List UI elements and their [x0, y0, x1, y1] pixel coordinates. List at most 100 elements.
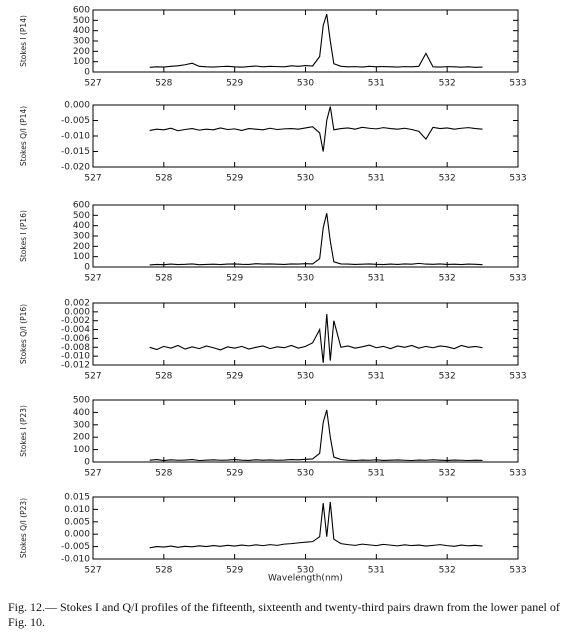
- data-line: [149, 409, 483, 462]
- x-tick-label: 530: [297, 174, 314, 184]
- x-tick-label: 527: [84, 469, 101, 479]
- plot-frame: [92, 399, 519, 463]
- x-tick-label: 528: [155, 79, 172, 89]
- y-tick-label: -0.005: [61, 116, 90, 126]
- y-axis-title: Stokes I (P16): [19, 210, 28, 262]
- plot-frame: [92, 302, 519, 366]
- y-tick-label: 0: [84, 458, 90, 468]
- data-line: [149, 213, 483, 266]
- x-tick-label: 530: [297, 566, 314, 576]
- y-tick-label: 0: [84, 263, 90, 273]
- y-tick-label: 300: [73, 420, 90, 430]
- x-tick-label: 530: [297, 372, 314, 382]
- data-line: [149, 106, 483, 152]
- y-tick-label: -0.008: [61, 343, 90, 353]
- plot-frame: [92, 496, 519, 560]
- y-tick-label: 200: [73, 242, 90, 252]
- y-tick-label: 200: [73, 47, 90, 57]
- y-tick-label: -0.005: [61, 542, 90, 552]
- x-tick-label: 532: [439, 174, 456, 184]
- x-tick-label: 527: [84, 174, 101, 184]
- x-tick-label: 529: [226, 274, 243, 284]
- y-tick-label: 500: [73, 396, 90, 406]
- y-tick-label: 0.010: [64, 505, 90, 515]
- y-tick-label: 500: [73, 211, 90, 221]
- y-tick-label: 0.000: [64, 530, 90, 540]
- y-tick-label: 600: [73, 6, 90, 16]
- y-tick-label: -0.015: [61, 147, 90, 157]
- y-tick-label: -0.012: [61, 361, 90, 371]
- y-tick-label: 0: [84, 68, 90, 78]
- x-tick-label: 533: [509, 566, 526, 576]
- y-tick-label: -0.010: [61, 555, 90, 565]
- x-tick-label: 532: [439, 372, 456, 382]
- y-tick-label: 0.000: [64, 101, 90, 111]
- y-tick-label: -0.010: [61, 352, 90, 362]
- y-tick-label: 300: [73, 232, 90, 242]
- y-tick-label: 100: [73, 445, 90, 455]
- y-axis-title: Stokes I (P14): [19, 15, 28, 67]
- y-tick-label: -0.020: [61, 163, 90, 173]
- plot-frame: [92, 104, 519, 168]
- x-tick-label: 529: [226, 469, 243, 479]
- x-tick-label: 529: [226, 566, 243, 576]
- x-tick-label: 530: [297, 469, 314, 479]
- x-tick-label: 531: [368, 274, 385, 284]
- y-tick-label: 0.000: [64, 307, 90, 317]
- y-axis-title: Stokes I (P23): [19, 405, 28, 457]
- y-tick-label: -0.006: [61, 334, 90, 344]
- y-axis-title: Stokes Q/I (P23): [19, 498, 28, 558]
- x-tick-label: 531: [368, 469, 385, 479]
- x-tick-label: 530: [297, 274, 314, 284]
- y-tick-label: 0.002: [64, 299, 90, 309]
- x-tick-label: 529: [226, 79, 243, 89]
- y-tick-label: 100: [73, 57, 90, 67]
- x-axis-title: Wavelength(nm): [268, 574, 343, 584]
- data-line: [149, 13, 483, 68]
- x-tick-label: 533: [509, 174, 526, 184]
- x-tick-label: 527: [84, 566, 101, 576]
- x-tick-label: 533: [509, 274, 526, 284]
- x-tick-label: 531: [368, 79, 385, 89]
- y-axis-title: Stokes Q/I (P14): [19, 106, 28, 166]
- plot-frame: [92, 9, 519, 73]
- x-tick-label: 529: [226, 174, 243, 184]
- x-tick-label: 527: [84, 274, 101, 284]
- y-axis-title: Stokes Q/I (P16): [19, 304, 28, 364]
- y-tick-label: 400: [73, 408, 90, 418]
- y-tick-label: -0.010: [61, 132, 90, 142]
- y-tick-label: 400: [73, 221, 90, 231]
- data-line: [149, 314, 483, 363]
- y-tick-label: 600: [73, 201, 90, 211]
- x-tick-label: 528: [155, 274, 172, 284]
- x-tick-label: 533: [509, 79, 526, 89]
- x-tick-label: 532: [439, 469, 456, 479]
- x-tick-label: 531: [368, 566, 385, 576]
- y-tick-label: 0.015: [64, 493, 90, 503]
- y-tick-label: 400: [73, 26, 90, 36]
- x-tick-label: 531: [368, 174, 385, 184]
- x-tick-label: 533: [509, 469, 526, 479]
- y-tick-label: 0.005: [64, 517, 90, 527]
- x-tick-label: 532: [439, 79, 456, 89]
- x-tick-label: 528: [155, 566, 172, 576]
- data-line: [149, 501, 483, 549]
- x-tick-label: 528: [155, 469, 172, 479]
- plot-frame: [92, 204, 519, 268]
- x-tick-label: 529: [226, 372, 243, 382]
- x-tick-label: 527: [84, 372, 101, 382]
- x-tick-label: 532: [439, 274, 456, 284]
- x-tick-label: 532: [439, 566, 456, 576]
- y-tick-label: -0.004: [61, 325, 90, 335]
- x-tick-label: 530: [297, 79, 314, 89]
- figure-caption: Fig. 12.— Stokes I and Q/I profiles of t…: [8, 600, 560, 629]
- y-tick-label: 200: [73, 433, 90, 443]
- x-tick-label: 533: [509, 372, 526, 382]
- x-tick-label: 527: [84, 79, 101, 89]
- y-tick-label: 300: [73, 37, 90, 47]
- y-tick-label: -0.002: [61, 316, 90, 326]
- x-tick-label: 531: [368, 372, 385, 382]
- y-tick-label: 100: [73, 252, 90, 262]
